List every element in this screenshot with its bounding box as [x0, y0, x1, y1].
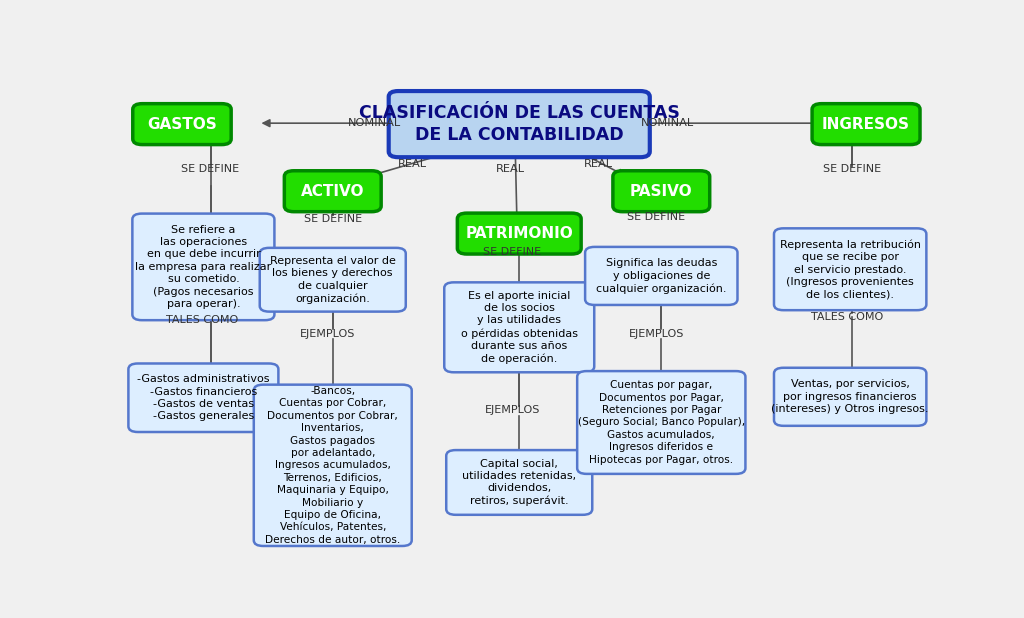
Text: EJEMPLOS: EJEMPLOS: [629, 329, 684, 339]
Text: NOMINAL: NOMINAL: [641, 118, 694, 128]
Text: SE DEFINE: SE DEFINE: [628, 212, 686, 222]
Text: -Gastos administrativos
-Gastos financieros
-Gastos de ventas
-Gastos generales: -Gastos administrativos -Gastos financie…: [137, 374, 269, 421]
Text: Es el aporte inicial
de los socios
y las utilidades
o pérdidas obtenidas
durante: Es el aporte inicial de los socios y las…: [461, 290, 578, 364]
Text: SE DEFINE: SE DEFINE: [181, 164, 240, 174]
FancyBboxPatch shape: [285, 171, 381, 212]
FancyBboxPatch shape: [446, 450, 592, 515]
FancyBboxPatch shape: [774, 228, 927, 310]
Text: EJEMPLOS: EJEMPLOS: [484, 405, 540, 415]
Text: SE DEFINE: SE DEFINE: [483, 247, 541, 257]
FancyBboxPatch shape: [458, 213, 582, 254]
Text: GASTOS: GASTOS: [147, 117, 217, 132]
Text: INGRESOS: INGRESOS: [822, 117, 910, 132]
Text: SE DEFINE: SE DEFINE: [304, 214, 361, 224]
FancyBboxPatch shape: [444, 282, 594, 372]
Text: Representa el valor de
los bienes y derechos
de cualquier
organización.: Representa el valor de los bienes y dere…: [269, 256, 395, 303]
Text: -Bancos,
Cuentas por Cobrar,
Documentos por Cobrar,
Inventarios,
Gastos pagados
: -Bancos, Cuentas por Cobrar, Documentos …: [265, 386, 400, 544]
FancyBboxPatch shape: [260, 248, 406, 311]
Text: CLASIFICACIÓN DE LAS CUENTAS
DE LA CONTABILIDAD: CLASIFICACIÓN DE LAS CUENTAS DE LA CONTA…: [358, 104, 680, 144]
Text: REAL: REAL: [496, 164, 525, 174]
FancyBboxPatch shape: [812, 104, 920, 145]
FancyBboxPatch shape: [774, 368, 927, 426]
Text: REAL: REAL: [584, 159, 613, 169]
Text: EJEMPLOS: EJEMPLOS: [300, 329, 355, 339]
FancyBboxPatch shape: [132, 214, 274, 320]
FancyBboxPatch shape: [389, 91, 650, 157]
FancyBboxPatch shape: [578, 371, 745, 474]
Text: SE DEFINE: SE DEFINE: [822, 164, 881, 174]
Text: Ventas, por servicios,
por ingresos financieros
(intereses) y Otros ingresos.: Ventas, por servicios, por ingresos fina…: [771, 379, 929, 414]
Text: NOMINAL: NOMINAL: [347, 118, 400, 128]
FancyBboxPatch shape: [254, 384, 412, 546]
Text: PASIVO: PASIVO: [630, 184, 692, 199]
FancyBboxPatch shape: [585, 247, 737, 305]
Text: Representa la retribución
que se recibe por
el servicio prestado.
(Ingresos prov: Representa la retribución que se recibe …: [779, 239, 921, 299]
Text: Significa las deudas
y obligaciones de
cualquier organización.: Significa las deudas y obligaciones de c…: [596, 258, 727, 294]
FancyBboxPatch shape: [613, 171, 710, 212]
FancyBboxPatch shape: [128, 363, 279, 432]
Text: PATRIMONIO: PATRIMONIO: [465, 226, 573, 241]
Text: Se refiere a
las operaciones
en que debe incurrir
la empresa para realizar
su co: Se refiere a las operaciones en que debe…: [135, 225, 271, 309]
Text: Cuentas por pagar,
Documentos por Pagar,
Retenciones por Pagar
(Seguro Social; B: Cuentas por pagar, Documentos por Pagar,…: [578, 380, 744, 465]
Text: TALES COMO: TALES COMO: [167, 315, 239, 325]
Text: TALES COMO: TALES COMO: [811, 312, 883, 322]
Text: REAL: REAL: [397, 159, 427, 169]
FancyBboxPatch shape: [133, 104, 231, 145]
Text: Capital social,
utilidades retenidas,
dividendos,
retiros, superávit.: Capital social, utilidades retenidas, di…: [462, 459, 577, 506]
Text: ACTIVO: ACTIVO: [301, 184, 365, 199]
